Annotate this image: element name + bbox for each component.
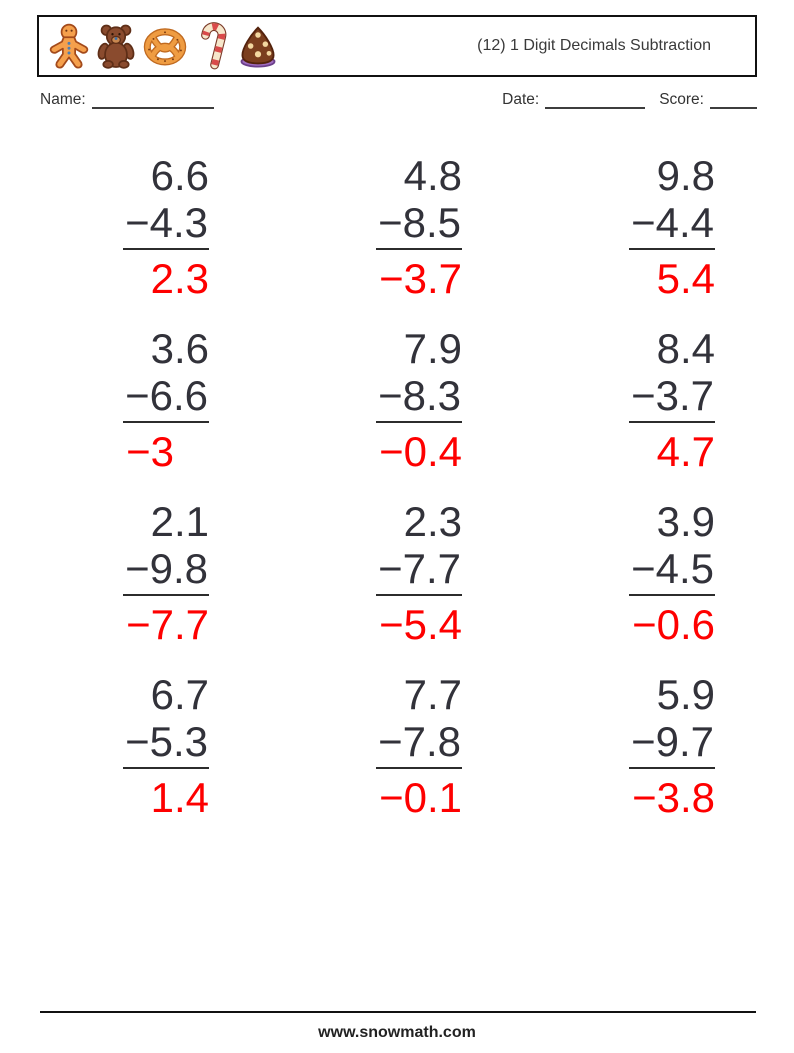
holiday-icon-strip [39,22,280,70]
answer: −3.8 [632,774,715,821]
minuend: 4.8 [403,152,462,199]
problem-12: 5.9 −9.7 −3.8 [629,671,715,821]
subtrahend: −7.7 [376,545,462,596]
name-label: Name: [40,91,86,108]
subtrahend: −8.3 [376,372,462,423]
minuend: 2.3 [403,498,462,545]
gingerbread-man-icon [48,22,90,70]
subtrahend: −4.5 [629,545,715,596]
problem-5: 7.9 −8.3 −0.4 [376,325,462,475]
minuend: 5.9 [656,671,715,718]
name-field: Name: [40,91,214,109]
score-label: Score: [659,91,704,108]
date-field: Date: [502,91,646,109]
info-row: Name: Date: Score: [40,91,757,109]
problems-grid: 6.6 −4.3 2.3 4.8 −8.5 −3.7 9.8 −4.4 5.4 … [40,152,715,821]
footer-divider [40,1011,756,1013]
minuend: 8.4 [656,325,715,372]
answer: −5.4 [379,601,462,648]
answer: −0.1 [379,774,462,821]
score-blank-line [710,92,757,109]
problem-1: 6.6 −4.3 2.3 [123,152,209,302]
minuend: 6.7 [150,671,209,718]
website-text: www.snowmath.com [318,1024,476,1041]
minuend: 7.7 [403,671,462,718]
header-box: (12) 1 Digit Decimals Subtraction [37,15,757,77]
problem-3: 9.8 −4.4 5.4 [629,152,715,302]
answer: 1.4 [150,774,209,821]
minuend: 3.6 [150,325,209,372]
score-field: Score: [659,91,757,109]
answer: 5.4 [656,255,715,302]
answer: −3.0 [126,428,174,475]
subtrahend: −6.6 [123,372,209,423]
subtrahend: −4.4 [629,199,715,250]
subtrahend: −3.7 [629,372,715,423]
date-label: Date: [502,91,540,108]
candy-cane-icon [193,22,231,70]
problem-11: 7.7 −7.8 −0.1 [376,671,462,821]
answer: −7.7 [126,601,209,648]
subtrahend: −8.5 [376,199,462,250]
subtrahend: −9.7 [629,718,715,769]
subtrahend: −4.3 [123,199,209,250]
problem-8: 2.3 −7.7 −5.4 [376,498,462,648]
problem-4: 3.6 −6.6 −3.0 [123,325,209,475]
problem-6: 8.4 −3.7 4.7 [629,325,715,475]
worksheet-title: (12) 1 Digit Decimals Subtraction [477,37,711,54]
problem-10: 6.7 −5.3 1.4 [123,671,209,821]
minuend: 9.8 [656,152,715,199]
problem-9: 3.9 −4.5 −0.6 [629,498,715,648]
pretzel-icon [142,24,188,68]
minuend: 7.9 [403,325,462,372]
answer: 2.3 [150,255,209,302]
minuend: 2.1 [150,498,209,545]
subtrahend: −5.3 [123,718,209,769]
name-blank-line [91,92,214,109]
subtrahend: −9.8 [123,545,209,596]
problem-2: 4.8 −8.5 −3.7 [376,152,462,302]
chocolate-drop-icon [236,23,280,69]
answer: −3.7 [379,255,462,302]
answer: −0.4 [379,428,462,475]
teddy-bear-icon [95,22,137,70]
date-blank-line [545,92,646,109]
problem-7: 2.1 −9.8 −7.7 [123,498,209,648]
answer: −0.6 [632,601,715,648]
answer: 4.7 [656,428,715,475]
minuend: 3.9 [656,498,715,545]
minuend: 6.6 [150,152,209,199]
subtrahend: −7.8 [376,718,462,769]
